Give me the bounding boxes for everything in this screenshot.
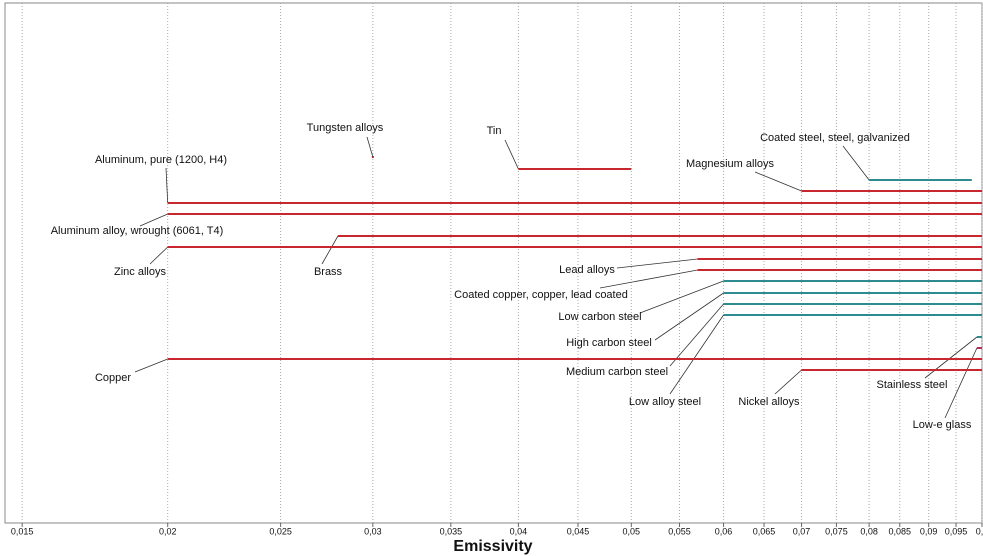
x-tick-label: 0,015 (11, 526, 34, 536)
x-tick-label: 0,02 (159, 526, 177, 536)
leader-line (754, 171, 802, 192)
bar-label: Lead alloys (559, 264, 615, 276)
bar-label: Copper (95, 372, 131, 384)
bar-label: Brass (314, 266, 343, 278)
leader-line (654, 292, 724, 341)
leader-line (321, 235, 339, 265)
x-tick-label: 0,085 (889, 526, 912, 536)
plot-area (4, 2, 983, 524)
leader-line (639, 280, 724, 314)
leader-line (366, 136, 374, 158)
bar-label: Nickel alloys (738, 396, 800, 408)
leader-line (149, 246, 168, 265)
bar-label: Aluminum, pure (1200, H4) (95, 154, 227, 166)
leader-line (616, 258, 698, 269)
x-tick-label: 0,045 (567, 526, 590, 536)
bar-label: Tungsten alloys (307, 122, 384, 134)
bar-label: Stainless steel (877, 379, 948, 391)
x-axis-label: Emissivity (453, 538, 532, 555)
leader-line (669, 303, 724, 367)
leader-line (774, 369, 802, 395)
x-tick-label: 0,06 (715, 526, 733, 536)
bar-label: Medium carbon steel (566, 366, 668, 378)
x-tick-label: 0,04 (510, 526, 528, 536)
x-tick-label: 0,1 (976, 526, 983, 536)
x-tick-label: 0,07 (793, 526, 811, 536)
x-tick-label: 0,05 (623, 526, 641, 536)
bar-label: Magnesium alloys (686, 158, 775, 170)
x-tick-label: 0,075 (825, 526, 848, 536)
bar-label: High carbon steel (566, 337, 652, 349)
bar-label: Tin (487, 125, 502, 137)
bar-label: Low carbon steel (558, 311, 641, 323)
x-tick-label: 0,065 (753, 526, 776, 536)
leader-line (842, 145, 870, 181)
leader-line (139, 213, 168, 227)
x-tick-label: 0,095 (945, 526, 968, 536)
bar-label: Coated steel, steel, galvanized (760, 132, 910, 144)
x-tick-label: 0,08 (860, 526, 878, 536)
x-tick-label: 0,09 (920, 526, 938, 536)
x-tick-label: 0,035 (440, 526, 463, 536)
x-tick-label: 0,03 (364, 526, 382, 536)
x-tick-label: 0,055 (668, 526, 691, 536)
bar-label: Low-e glass (913, 419, 972, 431)
bar-label: Low alloy steel (629, 396, 701, 408)
leader-line (134, 358, 168, 373)
x-tick-label: 0,025 (269, 526, 292, 536)
leader-line (165, 167, 169, 204)
bar-label: Aluminum alloy, wrought (6061, T4) (51, 225, 224, 237)
bar-label: Coated copper, copper, lead coated (454, 289, 628, 301)
leader-line (599, 269, 698, 289)
leader-line (504, 139, 519, 170)
bar-label: Zinc alloys (114, 266, 166, 278)
leader-line (669, 314, 724, 395)
leader-line (924, 336, 978, 379)
